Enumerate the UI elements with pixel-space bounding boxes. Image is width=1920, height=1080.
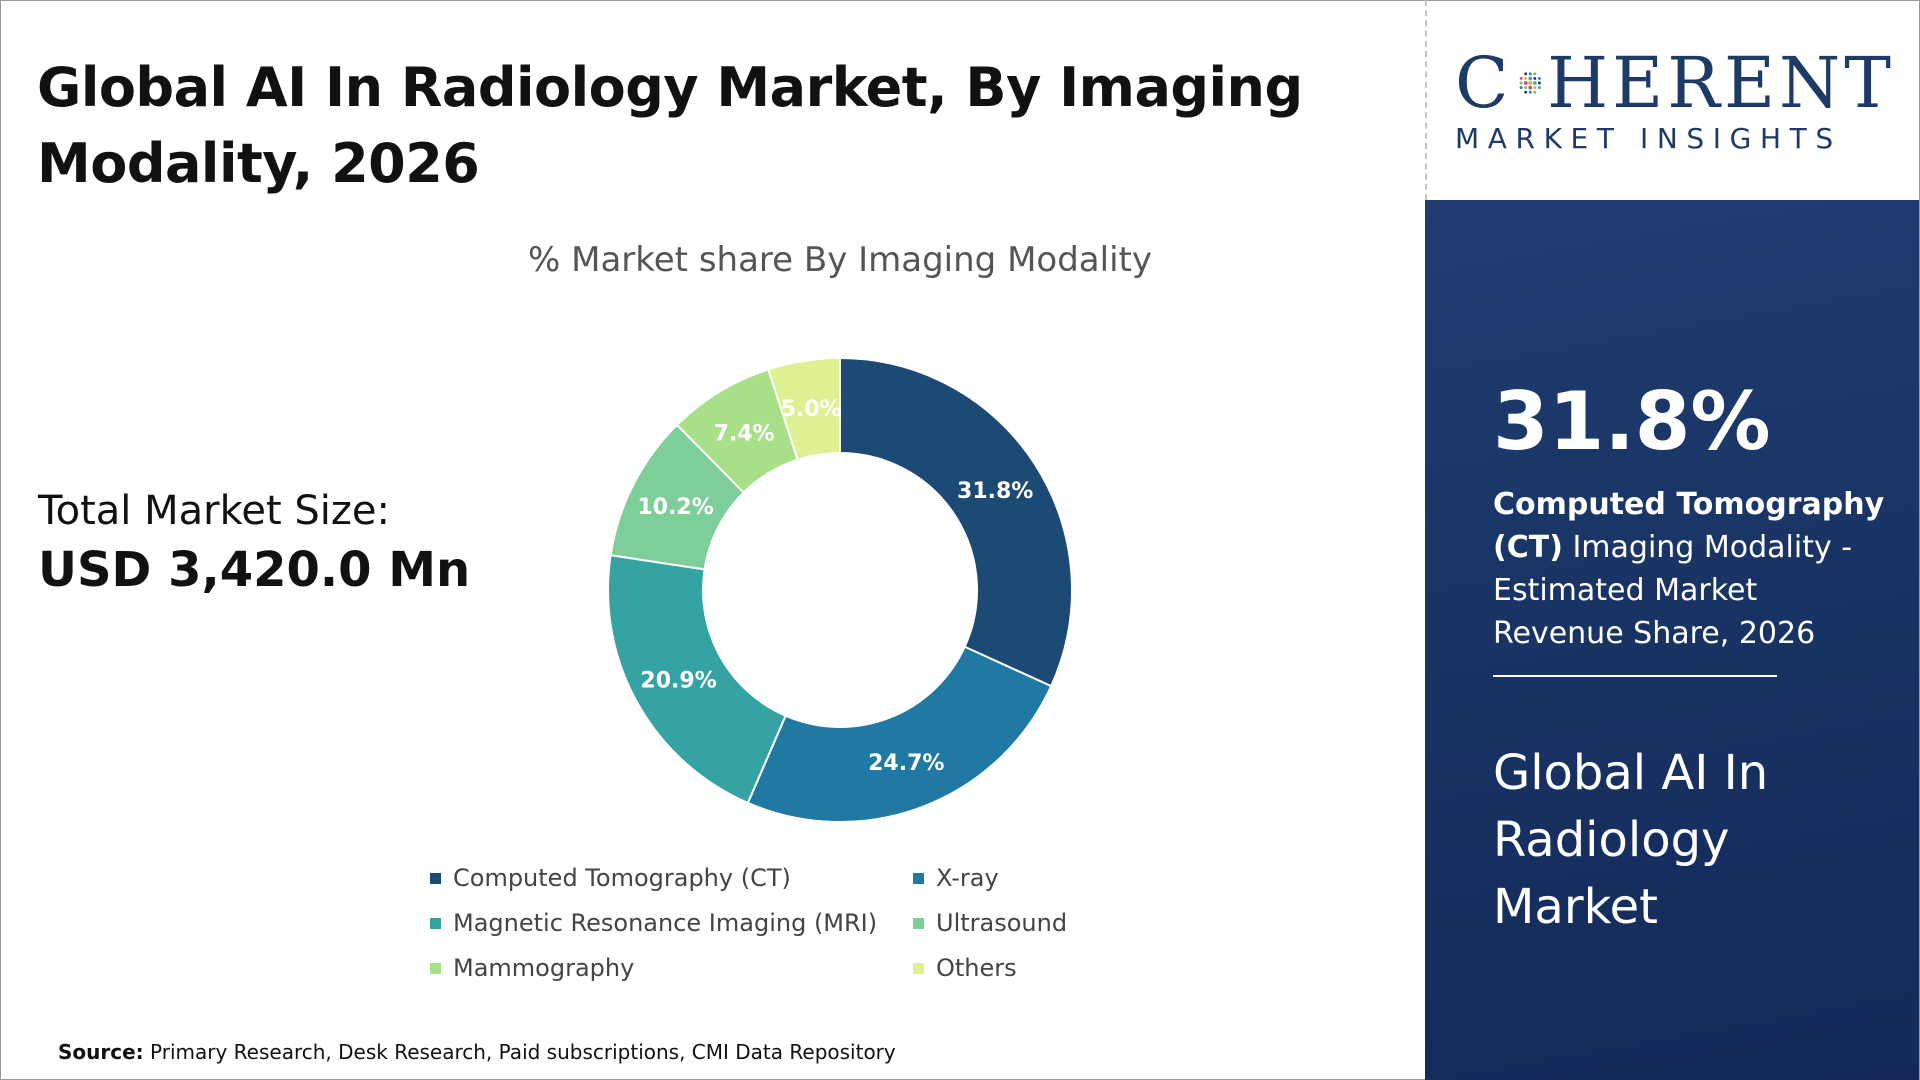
header-divider	[1425, 0, 1427, 200]
logo-dot	[1537, 86, 1541, 90]
logo-tagline: MARKET INSIGHTS	[1455, 122, 1842, 155]
logo-dot	[1527, 85, 1532, 90]
slice-label-5: 5.0%	[781, 397, 842, 422]
logo-dot	[1532, 86, 1536, 90]
legend-swatch	[430, 917, 441, 929]
slice-label-2: 20.9%	[640, 668, 716, 693]
legend-label: Magnetic Resonance Imaging (MRI)	[453, 909, 878, 937]
legend-item: Magnetic Resonance Imaging (MRI)	[430, 907, 913, 939]
source-label: Source:	[58, 1040, 144, 1064]
highlight-description: Computed Tomography (CT) Imaging Modalit…	[1493, 483, 1893, 655]
logo-wordmark: C HERENT	[1455, 48, 1895, 118]
legend-label: X-ray	[936, 864, 999, 892]
highlight-value: 31.8%	[1493, 375, 1771, 468]
logo-dot	[1523, 90, 1527, 94]
legend-swatch	[913, 917, 924, 929]
chart-title: % Market share By Imaging Modality	[528, 240, 1152, 280]
page-title: Global AI In Radiology Market, By Imagin…	[37, 56, 1303, 195]
logo-dot	[1528, 90, 1532, 94]
logo-dot	[1537, 76, 1541, 80]
highlight-caption: Imaging Modality - Estimated Market Reve…	[1493, 530, 1853, 651]
legend-swatch	[913, 872, 924, 884]
logo-dot	[1519, 81, 1523, 85]
legend-label: Others	[936, 954, 1017, 982]
logo-dot	[1523, 72, 1527, 76]
logo-dot	[1532, 90, 1536, 94]
legend-swatch	[913, 962, 924, 974]
logo-dot	[1519, 86, 1523, 90]
slice-label-0: 31.8%	[957, 479, 1033, 504]
source-note: Source: Primary Research, Desk Research,…	[58, 1040, 896, 1064]
logo-dot	[1527, 81, 1532, 85]
slice-label-3: 10.2%	[637, 495, 713, 520]
logo-dot	[1519, 76, 1523, 80]
legend-label: Ultrasound	[936, 909, 1068, 937]
donut-slice-5	[767, 356, 841, 461]
logo-dot	[1532, 72, 1536, 76]
logo-letters-herent: HERENT	[1547, 42, 1895, 124]
total-market-value: USD 3,420.0 Mn	[38, 542, 471, 598]
donut-slice-2	[607, 554, 787, 805]
legend-item: Computed Tomography (CT)	[430, 862, 913, 894]
company-logo: C HERENT MARKET INSIGHTS	[1455, 48, 1895, 158]
logo-dot	[1537, 81, 1541, 85]
highlight-market-name: Global AI In Radiology Market	[1493, 745, 1769, 935]
highlight-segment: Computed Tomography (CT)	[1493, 487, 1885, 565]
logo-letter-c: C	[1455, 42, 1513, 124]
donut-slice-0	[839, 356, 1073, 688]
logo-dot	[1532, 76, 1536, 80]
legend-swatch	[430, 962, 441, 974]
legend-item: Ultrasound	[913, 907, 1130, 939]
highlight-divider	[1493, 675, 1777, 677]
legend-label: Mammography	[453, 954, 635, 982]
highlight-panel: 31.8% Computed Tomography (CT) Imaging M…	[1425, 200, 1919, 1080]
logo-dot	[1527, 76, 1532, 81]
legend-item: Others	[913, 952, 1130, 984]
legend-item: Mammography	[430, 952, 913, 984]
legend-label: Computed Tomography (CT)	[453, 864, 791, 892]
legend-swatch	[430, 872, 441, 884]
legend-item: X-ray	[913, 862, 1130, 894]
logo-dot	[1523, 86, 1527, 90]
logo-dot	[1523, 81, 1528, 85]
logo-dots-icon	[1519, 72, 1541, 94]
chart-legend: Computed Tomography (CT) X-ray Magnetic Re…	[430, 862, 1130, 984]
logo-dot	[1523, 76, 1527, 80]
source-text: Primary Research, Desk Research, Paid su…	[150, 1040, 896, 1064]
logo-dot	[1528, 72, 1532, 76]
total-market-label: Total Market Size:	[38, 488, 390, 534]
slice-label-4: 7.4%	[714, 421, 775, 446]
slice-label-1: 24.7%	[868, 751, 944, 776]
logo-dot	[1532, 81, 1537, 85]
donut-slice-1	[746, 645, 1053, 823]
donut-chart: 31.8% 24.7% 20.9% 10.2% 7.4%5.0%	[607, 356, 1073, 823]
